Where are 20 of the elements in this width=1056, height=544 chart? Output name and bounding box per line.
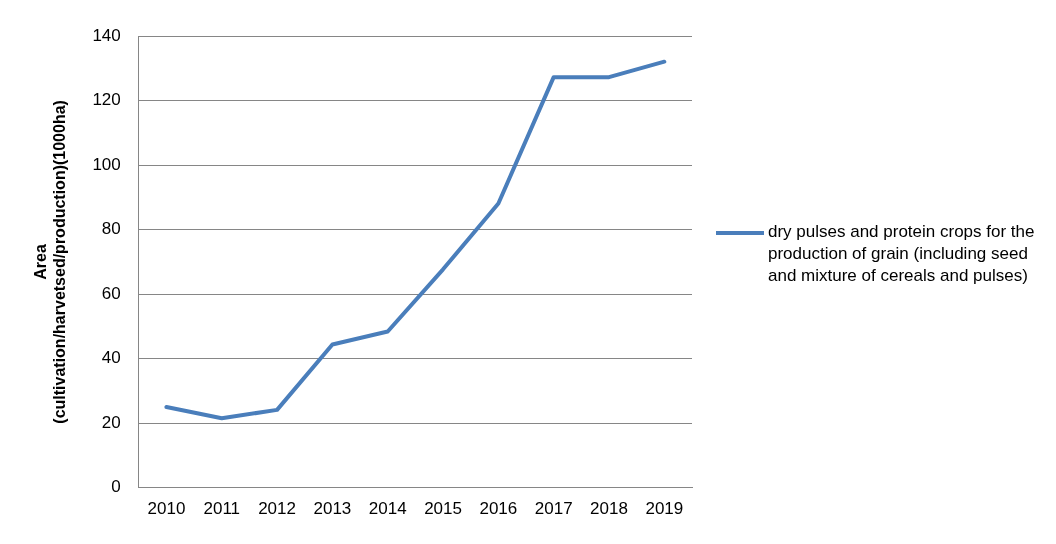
legend-label: dry pulses and protein crops for the production of grain (including seed and mixture of cereals and pulses)	[768, 221, 1036, 287]
x-tick-label: 2012	[258, 499, 296, 519]
y-tick-label: 80	[101, 219, 121, 239]
x-tick-label: 2015	[424, 499, 462, 519]
y-tick-label: 60	[101, 283, 121, 303]
x-tick-label: 2018	[590, 499, 628, 519]
y-tick-label: 40	[101, 348, 121, 368]
y-tick-label: 140	[92, 25, 121, 45]
x-tick-label: 2017	[534, 499, 573, 519]
x-tick-label: 2016	[479, 499, 518, 519]
x-tick-label: 2014	[368, 499, 407, 519]
y-tick-label: 20	[101, 412, 121, 432]
x-tick-label: 2019	[645, 499, 684, 519]
x-tick-label: 2010	[147, 499, 186, 519]
y-tick-label: 100	[92, 154, 121, 174]
x-tick-label: 2011	[203, 499, 241, 519]
y-axis-title: Area (cultivation/harvetsed/production)(1000ha)	[32, 100, 69, 424]
y-tick-label: 120	[92, 90, 121, 110]
x-tick-label: 2013	[313, 499, 352, 519]
y-tick-label: 0	[111, 477, 121, 497]
